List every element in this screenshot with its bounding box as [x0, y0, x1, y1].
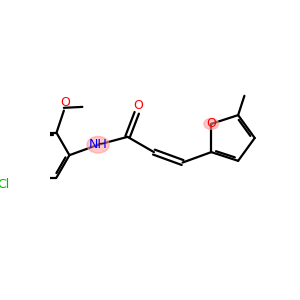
Ellipse shape: [87, 136, 109, 153]
Ellipse shape: [204, 118, 219, 129]
Text: NH: NH: [89, 138, 107, 151]
Text: O: O: [60, 96, 70, 109]
Text: O: O: [134, 99, 144, 112]
Text: Cl: Cl: [0, 178, 9, 190]
Text: O: O: [206, 117, 216, 130]
